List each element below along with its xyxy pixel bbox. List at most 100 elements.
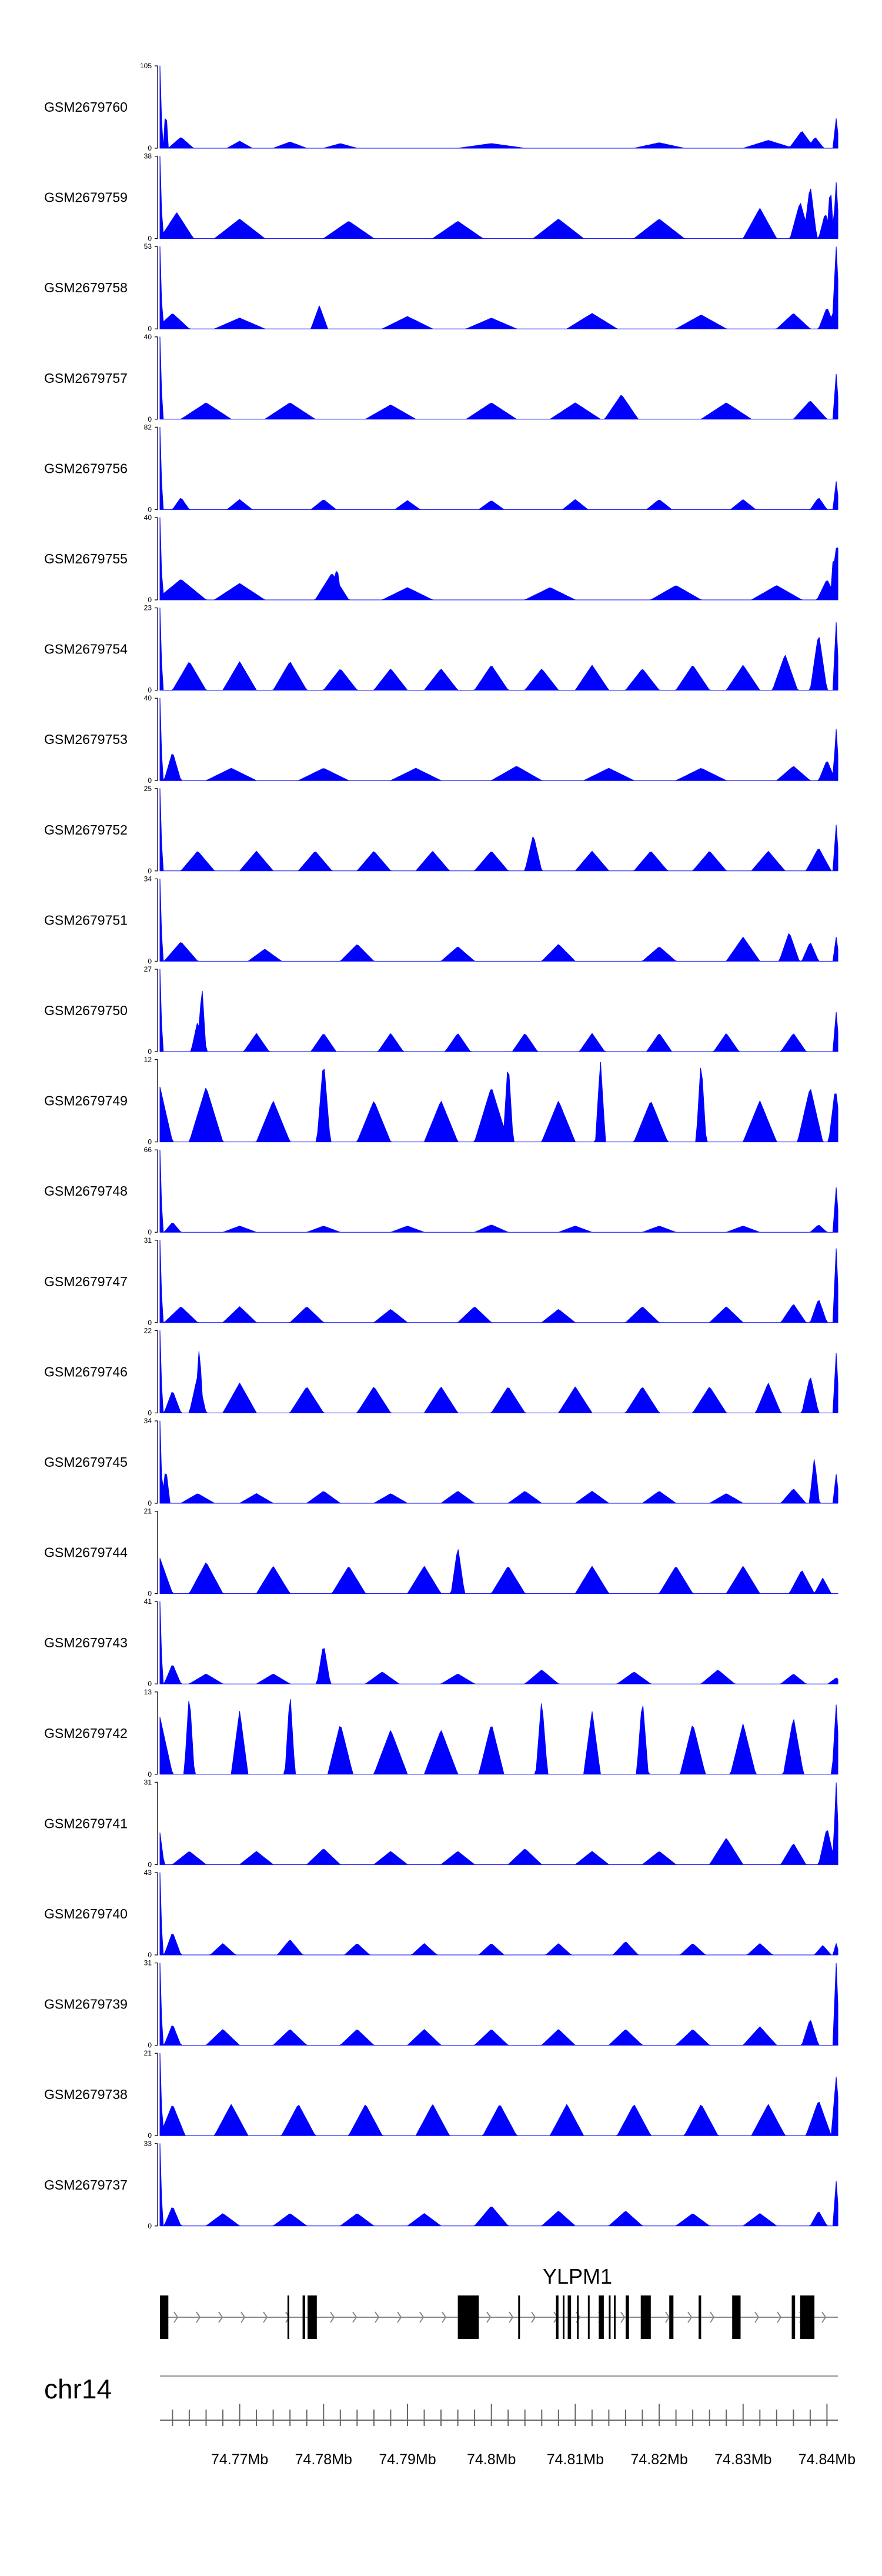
- y-min-label: 0: [148, 235, 152, 243]
- gene-exon: [457, 2295, 479, 2339]
- y-min-label: 0: [148, 1499, 152, 1507]
- x-tick-label: 74.77Mb: [211, 2451, 268, 2468]
- coverage-area: [159, 65, 838, 149]
- y-min-label: 0: [148, 1590, 152, 1598]
- gene-exon: [626, 2295, 629, 2339]
- strand-arrow: [330, 2311, 335, 2323]
- strand-arrow: [352, 2311, 358, 2323]
- y-min-label: 0: [148, 2131, 152, 2140]
- coverage-area: [159, 1963, 838, 2046]
- strand-arrow: [218, 2311, 223, 2323]
- track-GSM2679749: GSM2679749 12 0: [44, 1056, 838, 1146]
- strand-arrow: [531, 2311, 536, 2323]
- strand-arrow: [397, 2311, 402, 2323]
- y-min-label: 0: [148, 1770, 152, 1778]
- coverage-area: [159, 1149, 838, 1233]
- track-GSM2679746: GSM2679746 22 0: [44, 1326, 838, 1417]
- coverage-tracks: GSM26797601050GSM2679759380GSM2679758530…: [44, 62, 838, 2230]
- track-GSM2679747: GSM2679747 31 0: [44, 1236, 838, 1327]
- coverage-area: [159, 1420, 838, 1504]
- track-GSM2679748: GSM2679748 66 0: [44, 1146, 838, 1236]
- coverage-area: [159, 1240, 838, 1323]
- x-tick-label: 74.83Mb: [714, 2451, 771, 2468]
- strand-arrow: [754, 2311, 760, 2323]
- y-max-label: 53: [144, 242, 152, 251]
- track-GSM2679744: GSM2679744 21 0: [44, 1507, 838, 1598]
- gene-exon: [577, 2295, 579, 2339]
- track-label: GSM2679759: [44, 190, 128, 205]
- y-max-label: 25: [144, 785, 152, 793]
- track-label: GSM2679745: [44, 1454, 128, 1470]
- track-GSM2679759: GSM2679759 38 0: [44, 152, 838, 243]
- y-max-label: 43: [144, 1868, 152, 1877]
- y-min-label: 0: [148, 1409, 152, 1417]
- track-label: GSM2679742: [44, 1726, 128, 1741]
- gene-exon: [563, 2295, 564, 2339]
- coverage-area: [159, 1782, 838, 1865]
- coverage-area: [159, 1549, 838, 1594]
- coverage-area: [159, 2053, 838, 2136]
- strand-arrow: [419, 2311, 425, 2323]
- coverage-area: [159, 1699, 838, 1775]
- x-tick-label: 74.82Mb: [630, 2451, 687, 2468]
- strand-arrow: [821, 2311, 827, 2323]
- y-max-label: 22: [144, 1326, 152, 1334]
- track-GSM2679757: GSM2679757 40 0: [44, 333, 838, 423]
- strand-arrow: [710, 2311, 715, 2323]
- track-label: GSM2679760: [44, 99, 128, 115]
- strand-arrow: [509, 2311, 514, 2323]
- coverage-area: [159, 698, 838, 781]
- genomic-coordinate-axis: 74.77Mb 74.78Mb 74.79Mb 74.8Mb 74.81Mb 74.82M…: [160, 2375, 856, 2468]
- coverage-area: [159, 426, 838, 510]
- y-min-label: 0: [148, 415, 152, 423]
- coverage-area: [159, 608, 838, 691]
- coverage-area: [159, 2143, 838, 2227]
- strand-arrow: [687, 2311, 693, 2323]
- strand-arrow: [285, 2311, 290, 2323]
- x-tick-label: 74.79Mb: [379, 2451, 436, 2468]
- gene-exon: [287, 2295, 289, 2339]
- strand-arrow: [240, 2311, 246, 2323]
- strand-arrow: [375, 2311, 380, 2323]
- track-label: GSM2679757: [44, 371, 128, 386]
- track-GSM2679743: GSM2679743 41 0: [44, 1597, 838, 1688]
- track-GSM2679742: GSM2679742 13 0: [44, 1688, 838, 1778]
- y-min-label: 0: [148, 2041, 152, 2050]
- y-max-label: 31: [144, 1236, 152, 1244]
- coverage-area: [159, 1330, 838, 1413]
- track-GSM2679760: GSM2679760 105 0: [44, 62, 838, 152]
- track-label: GSM2679750: [44, 1003, 128, 1018]
- y-max-label: 23: [144, 604, 152, 612]
- y-min-label: 0: [148, 596, 152, 604]
- gene-exon: [614, 2295, 616, 2339]
- track-GSM2679738: GSM2679738 21 0: [44, 2049, 838, 2140]
- track-GSM2679737: GSM2679737 33 0: [44, 2140, 838, 2230]
- y-min-label: 0: [148, 505, 152, 513]
- y-max-label: 105: [140, 62, 152, 70]
- track-label: GSM2679741: [44, 1816, 128, 1831]
- strand-arrow: [196, 2311, 201, 2323]
- y-max-label: 21: [144, 2049, 152, 2057]
- y-max-label: 33: [144, 2140, 152, 2148]
- gene-exon: [699, 2295, 701, 2339]
- coverage-area: [159, 878, 838, 962]
- gene-model-ylpm1: YLPM1: [160, 2264, 838, 2339]
- track-GSM2679758: GSM2679758 53 0: [44, 242, 838, 333]
- coverage-area: [159, 1872, 838, 1956]
- track-GSM2679740: GSM2679740 43 0: [44, 1868, 838, 1959]
- track-label: GSM2679756: [44, 461, 128, 476]
- y-min-label: 0: [148, 957, 152, 965]
- y-max-label: 31: [144, 1959, 152, 1967]
- y-min-label: 0: [148, 325, 152, 333]
- gene-exon: [609, 2295, 611, 2339]
- track-label: GSM2679737: [44, 2177, 128, 2193]
- y-min-label: 0: [148, 1860, 152, 1868]
- gene-exon: [556, 2295, 559, 2339]
- y-min-label: 0: [148, 1951, 152, 1959]
- strand-arrow: [442, 2311, 447, 2323]
- y-max-label: 40: [144, 513, 152, 522]
- chromosome-label: chr14: [44, 2374, 112, 2404]
- coverage-area: [159, 336, 838, 420]
- track-label: GSM2679747: [44, 1274, 128, 1289]
- gene-exon: [302, 2295, 305, 2339]
